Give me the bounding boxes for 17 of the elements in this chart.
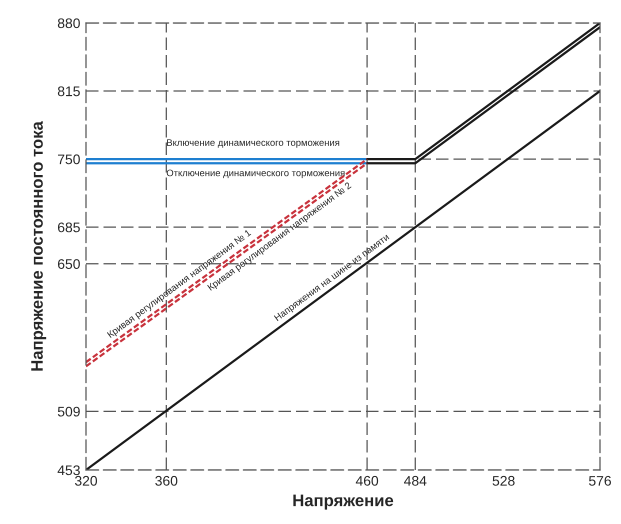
annotation: Отключение динамического торможения [166,170,345,178]
y-tick-label: 650 [58,259,80,269]
annotation: Включение динамического торможения [167,139,340,148]
x-tick-label: 484 [404,476,426,486]
x-axis-title: Напряжение [293,494,394,510]
y-tick-label: 685 [58,222,80,232]
x-tick-label: 528 [492,476,515,486]
x-tick-label: 460 [356,476,378,486]
y-tick-label: 815 [58,86,80,96]
x-tick-label: 360 [155,476,178,486]
y-axis-title: Напряжение постоянного тока [31,121,46,371]
y-tick-label: 453 [58,465,80,476]
x-tick-label: 576 [588,476,611,486]
y-tick-label: 880 [58,18,80,28]
x-tick-label: 320 [74,476,98,486]
y-tick-label: 509 [58,406,80,417]
y-tick-label: 750 [58,154,80,164]
